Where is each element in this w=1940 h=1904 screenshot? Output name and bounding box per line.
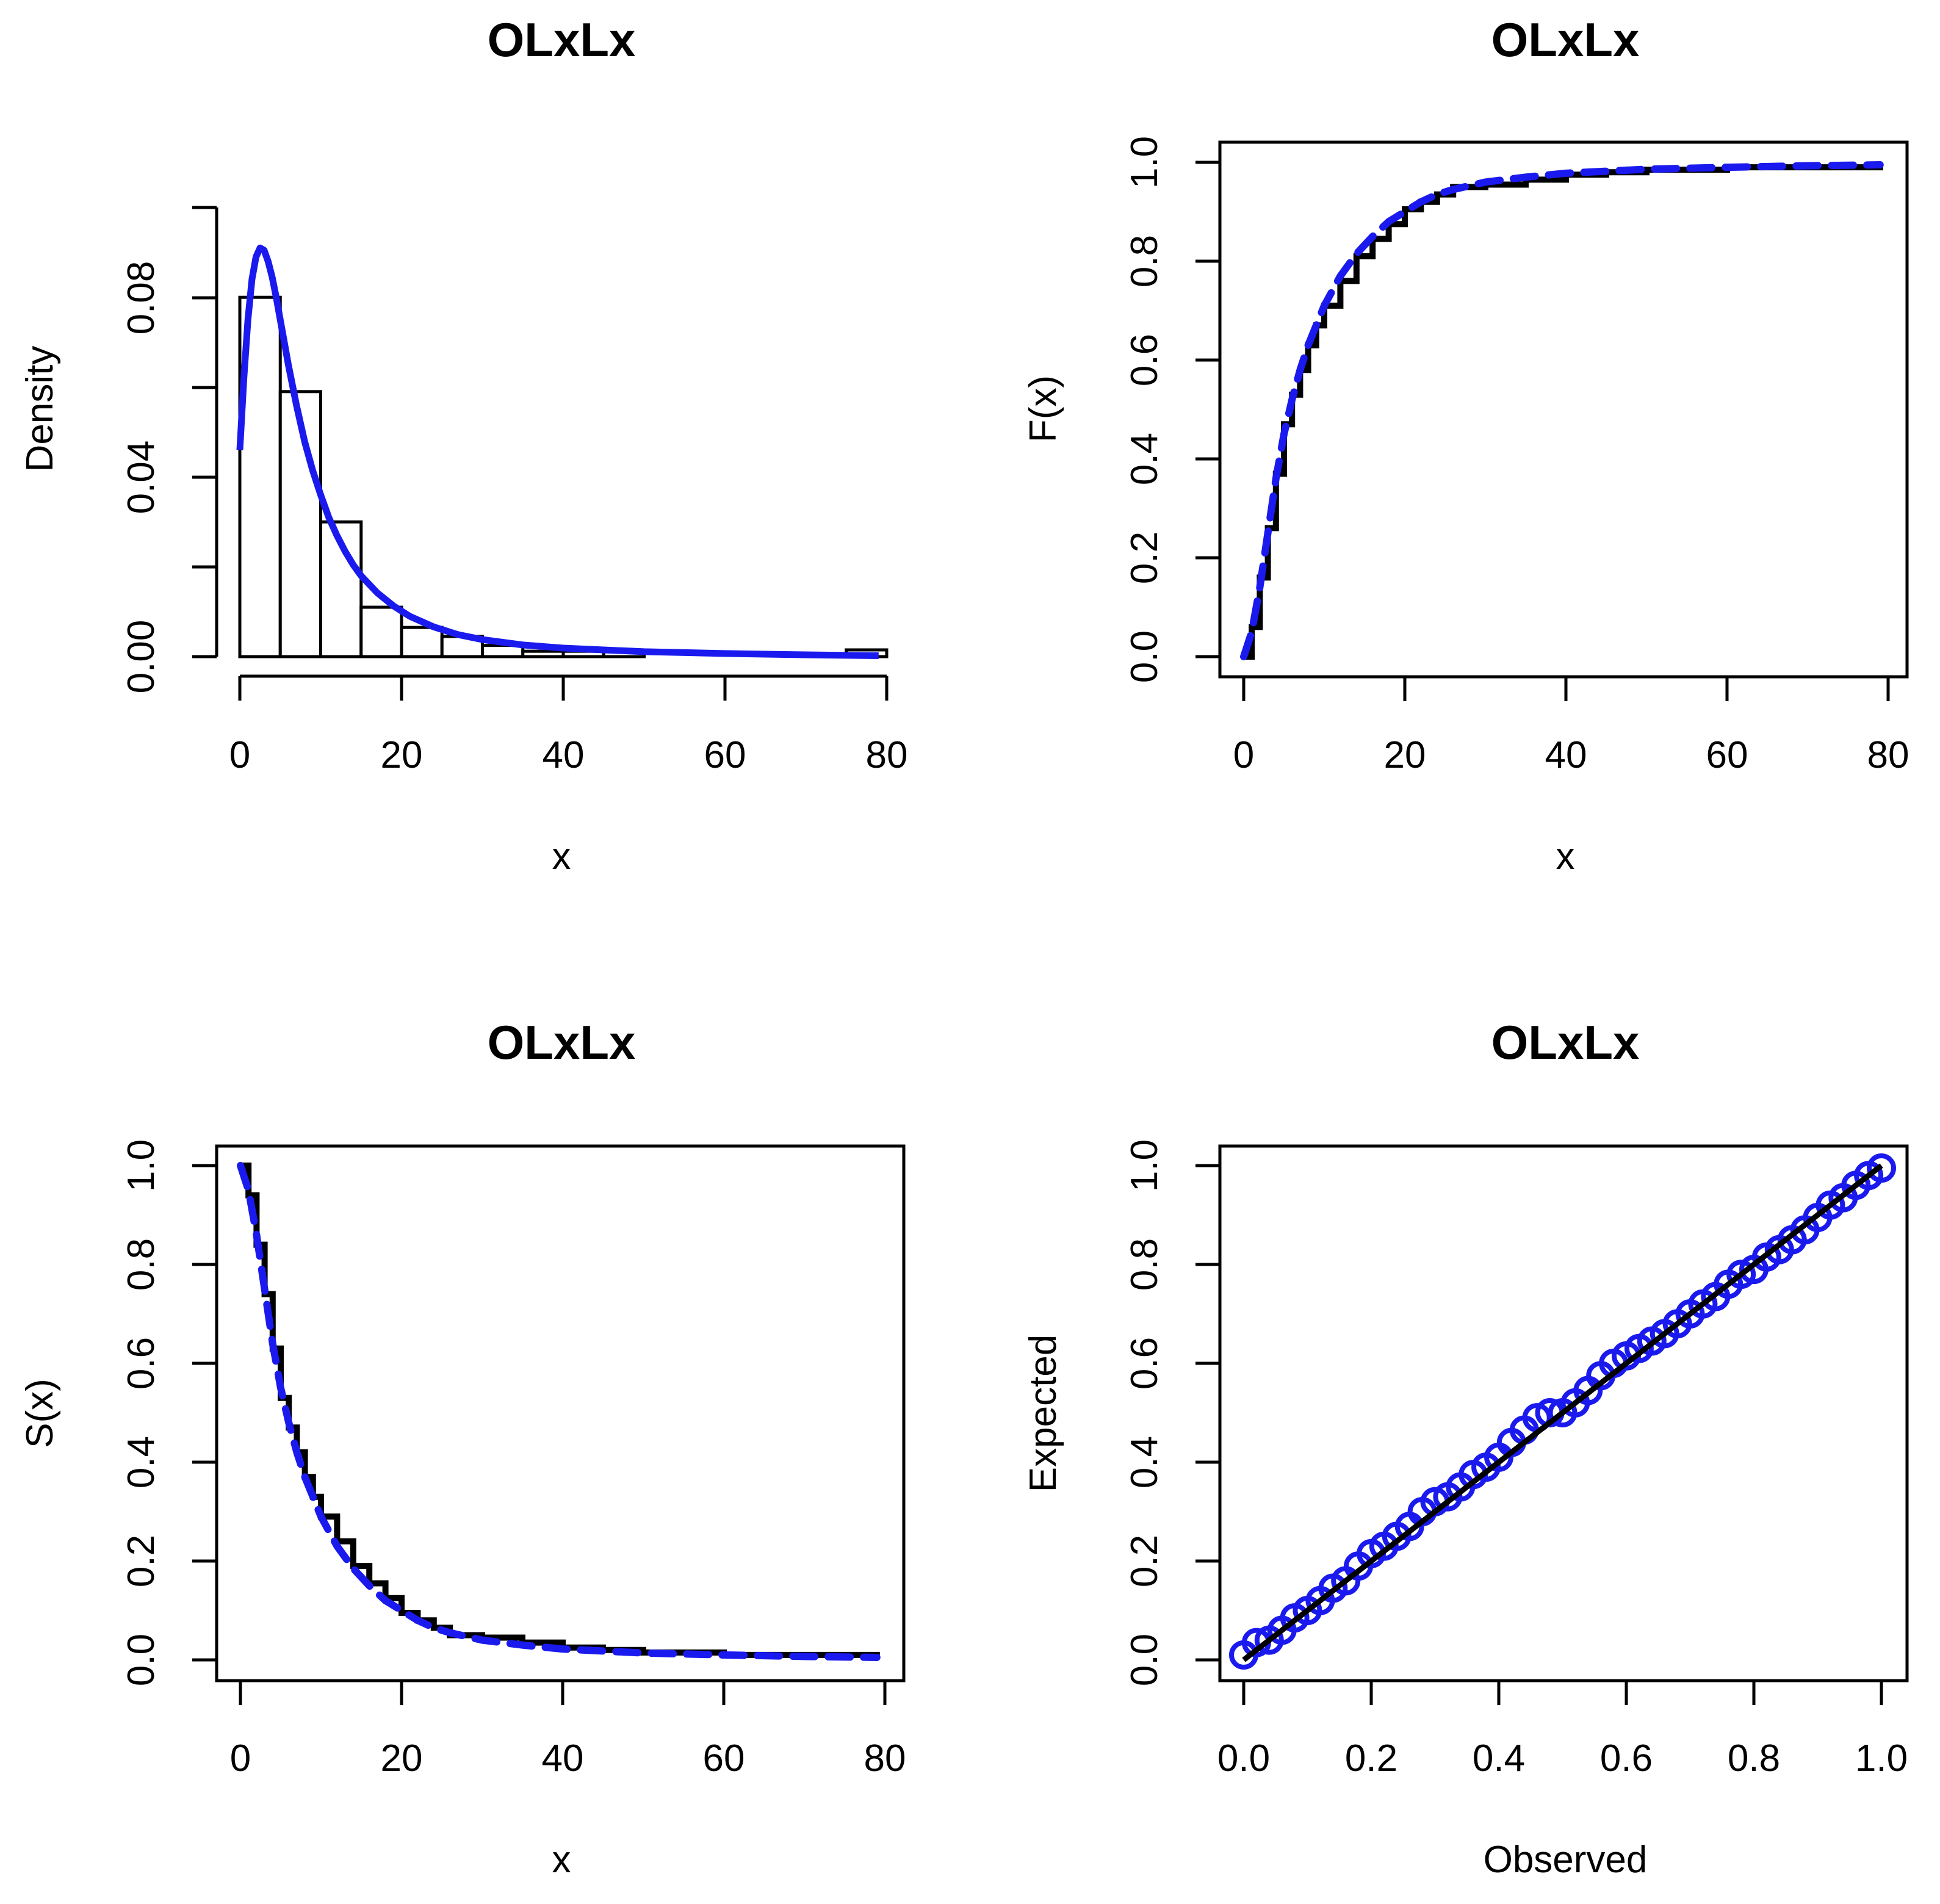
y-tick-label: 0.08 — [120, 261, 162, 335]
y-axis: 0.0 0.2 0.4 0.6 0.8 1.0 — [1123, 1139, 1220, 1686]
histogram-bar — [521, 649, 565, 658]
x-tick-label: 80 — [1867, 734, 1909, 776]
pp-point — [1726, 1260, 1756, 1289]
x-tick-label: 40 — [542, 1737, 584, 1780]
x-tick-label: 0.2 — [1345, 1737, 1397, 1780]
empirical-survival-line — [240, 1163, 880, 1658]
panel-3-title: OLxLx — [488, 1015, 636, 1069]
y-tick-label: 0.00 — [120, 620, 162, 694]
panel-cdf: OLxLx 0.0 0.2 0.4 0.6 0.8 1.0 0 20 40 — [1022, 13, 1909, 878]
y-tick-label: 1.0 — [1123, 1139, 1166, 1192]
y-tick-label: 1.0 — [1123, 136, 1166, 189]
x-tick-label: 0.0 — [1217, 1737, 1270, 1780]
x-tick-label: 40 — [1545, 734, 1587, 776]
y-tick-label: 0.0 — [1123, 630, 1166, 683]
y-tick-label: 0.8 — [120, 1238, 162, 1291]
y-tick-label: 0.2 — [1123, 532, 1166, 584]
y-tick-label: 0.4 — [120, 1436, 162, 1488]
y-axis-label: Density — [19, 346, 61, 472]
y-tick-label: 0.0 — [1123, 1634, 1166, 1686]
x-tick-label: 0.6 — [1600, 1737, 1653, 1780]
panel-4-title: OLxLx — [1491, 1015, 1640, 1069]
panel-2-title: OLxLx — [1491, 13, 1640, 67]
y-axis-label: S(x) — [19, 1379, 61, 1448]
x-tick-label: 0.8 — [1728, 1737, 1780, 1780]
y-tick-label: 0.6 — [1123, 334, 1166, 386]
y-axis-label: F(x) — [1022, 375, 1064, 442]
x-axis: 0.0 0.2 0.4 0.6 0.8 1.0 — [1217, 1681, 1908, 1780]
x-tick-label: 0 — [229, 734, 250, 776]
y-tick-label: 0.8 — [1123, 1238, 1166, 1291]
y-tick-label: 0.2 — [1123, 1535, 1166, 1587]
y-tick-label: 0.04 — [120, 441, 162, 514]
y-tick-label: 0.4 — [1123, 1436, 1166, 1488]
x-tick-label: 60 — [703, 1737, 745, 1780]
y-axis-label: Expected — [1022, 1335, 1064, 1493]
y-tick-label: 0.2 — [120, 1535, 162, 1587]
x-tick-label: 0.4 — [1473, 1737, 1525, 1780]
pp-point — [1867, 1153, 1896, 1183]
x-tick-label: 0 — [1233, 734, 1254, 776]
panel-density-histogram: OLxLx 0.00 0.04 0.08 0 20 40 60 80 x Den… — [19, 13, 907, 878]
x-axis: 0 20 40 60 80 — [1233, 677, 1909, 776]
y-tick-label: 0.6 — [120, 1337, 162, 1390]
x-axis-label: x — [1556, 835, 1575, 878]
x-tick-label: 20 — [1384, 734, 1426, 776]
y-tick-label: 0.4 — [1123, 433, 1166, 485]
x-tick-label: 80 — [866, 734, 908, 776]
histogram-bars — [238, 295, 889, 658]
histogram-bar — [400, 626, 444, 658]
x-tick-label: 60 — [704, 734, 746, 776]
fitted-cdf-line — [1240, 161, 1884, 660]
x-tick-label: 60 — [1706, 734, 1748, 776]
panel-survival: OLxLx 0.0 0.2 0.4 0.6 0.8 1.0 0 20 40 — [19, 1015, 906, 1881]
x-tick-label: 20 — [381, 734, 423, 776]
y-tick-label: 0.0 — [120, 1634, 162, 1686]
y-axis: 0.0 0.2 0.4 0.6 0.8 1.0 — [120, 1139, 217, 1686]
y-axis: 0.0 0.2 0.4 0.6 0.8 1.0 — [1123, 136, 1220, 683]
x-tick-label: 80 — [864, 1737, 906, 1780]
x-tick-label: 0 — [230, 1737, 251, 1780]
plot-frame — [215, 1144, 906, 1682]
plot-frame — [1218, 1144, 1909, 1682]
x-tick-label: 20 — [381, 1737, 423, 1780]
panel-1-title: OLxLx — [488, 13, 636, 67]
histogram-bar — [359, 605, 403, 658]
empirical-cdf-line — [1244, 164, 1883, 660]
x-tick-label: 1.0 — [1855, 1737, 1908, 1780]
y-tick-label: 0.6 — [1123, 1337, 1166, 1390]
y-tick-label: 1.0 — [120, 1139, 162, 1192]
x-axis: 0 20 40 60 80 — [230, 1681, 906, 1780]
fitted-survival-line — [237, 1162, 881, 1661]
x-axis-label: Observed — [1484, 1839, 1648, 1881]
panel-pp-plot: OLxLx 0.0 0.2 0.4 0.6 0.8 1.0 0.0 0.2 — [1022, 1015, 1909, 1881]
reference-diagonal-line — [1242, 1163, 1883, 1662]
plot-frame — [1218, 140, 1909, 679]
y-tick-label: 0.8 — [1123, 235, 1166, 287]
x-axis-label: x — [552, 835, 571, 878]
x-tick-label: 40 — [543, 734, 585, 776]
density-fit-curve — [236, 244, 879, 660]
x-axis-label: x — [552, 1839, 571, 1881]
